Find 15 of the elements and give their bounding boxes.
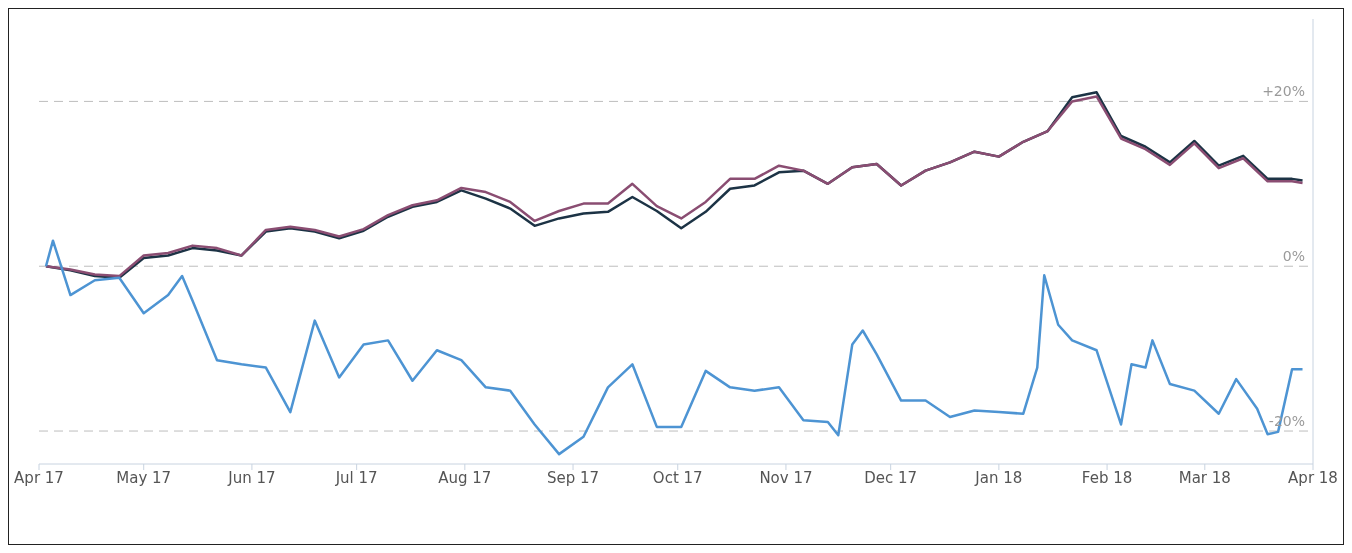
x-tick-label: Dec 17 (864, 468, 918, 487)
x-tick-label: Apr 18 (1288, 468, 1338, 487)
x-tick-label: Aug 17 (438, 468, 492, 487)
x-tick-label: Jan 18 (974, 468, 1023, 487)
x-tick-label: Oct 17 (652, 468, 703, 487)
x-tick-label: Sep 17 (546, 468, 600, 487)
x-tick-label: Mar 18 (1178, 468, 1231, 487)
x-tick-label: Jun 17 (227, 468, 276, 487)
x-tick-label: Nov 17 (759, 468, 813, 487)
x-tick-label: May 17 (116, 468, 172, 487)
x-tick-label: Jul 17 (334, 468, 378, 487)
y-tick-label: +20% (1262, 83, 1305, 100)
y-tick-label: 0% (1282, 248, 1305, 265)
x-tick-label: Apr 17 (14, 468, 64, 487)
x-tick-label: Feb 18 (1081, 468, 1133, 487)
